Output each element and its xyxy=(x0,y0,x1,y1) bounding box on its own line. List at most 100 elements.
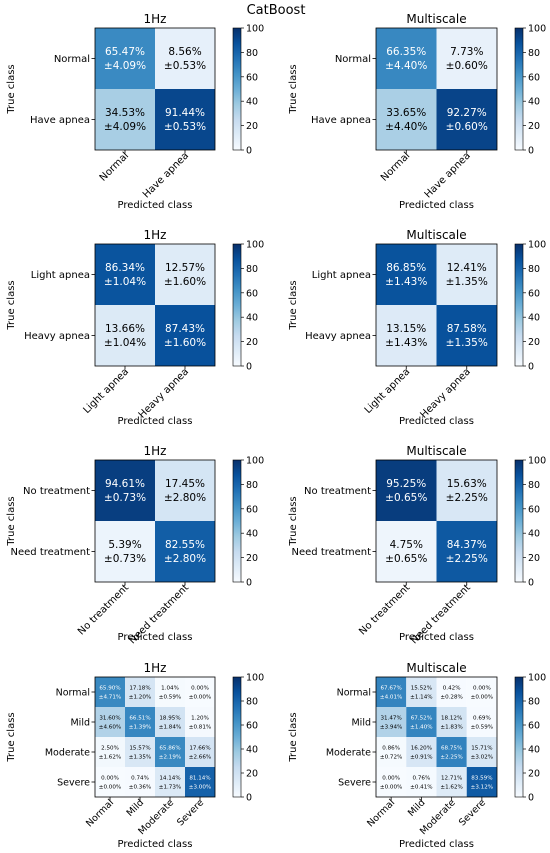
cell-error-label: ±0.73% xyxy=(104,553,146,565)
colorbar-tick-label: 100 xyxy=(528,240,546,251)
matrix-cell xyxy=(466,677,497,707)
matrix-cell xyxy=(406,767,437,797)
cell-value-label: 86.34% xyxy=(105,262,145,274)
cell-error-label: ±1.35% xyxy=(446,276,488,288)
x-tick-label: Severe xyxy=(175,797,206,828)
cell-error-label: ±3.12% xyxy=(471,784,493,790)
cell-value-label: 86.85% xyxy=(386,262,426,274)
y-tick-label: Normal xyxy=(56,688,90,699)
cell-error-label: ±0.60% xyxy=(446,60,488,72)
colorbar-tick-label: 80 xyxy=(246,264,258,275)
y-tick-label: Moderate xyxy=(326,748,371,759)
colorbar-tick-label: 20 xyxy=(246,337,258,348)
colorbar-tick-label: 40 xyxy=(528,529,540,540)
cell-error-label: ±0.00% xyxy=(471,694,493,700)
cell-value-label: 87.58% xyxy=(447,323,487,335)
matrix-cell xyxy=(466,737,497,767)
matrix-cell xyxy=(125,737,155,767)
cell-error-label: ±4.40% xyxy=(385,60,427,72)
cell-value-label: 15.57% xyxy=(129,745,150,751)
matrix-cell xyxy=(406,707,437,737)
y-tick-label: Heavy apnea xyxy=(24,331,90,342)
colorbar-tick-label: 20 xyxy=(528,337,540,348)
x-tick-label: Heavy apnea xyxy=(418,366,472,420)
matrix-cell xyxy=(155,244,215,305)
y-tick-label: Severe xyxy=(57,778,90,789)
matrix-cell xyxy=(376,305,437,366)
x-tick-label: Light apnea xyxy=(363,366,413,416)
cell-error-label: ±0.53% xyxy=(164,121,206,133)
cell-error-label: ±0.59% xyxy=(159,694,181,700)
cell-value-label: 8.56% xyxy=(168,46,201,58)
matrix-cell xyxy=(155,737,185,767)
y-tick-label: Normal xyxy=(337,688,371,699)
y-tick-label: Light apnea xyxy=(312,270,371,281)
colorbar-tick-label: 100 xyxy=(246,456,264,467)
y-axis-label: True class xyxy=(288,712,299,762)
matrix-cell xyxy=(376,707,407,737)
colorbar-tick-label: 40 xyxy=(246,97,258,108)
panel-title: Multiscale xyxy=(406,12,466,26)
cell-value-label: 92.27% xyxy=(447,107,487,119)
cell-value-label: 18.12% xyxy=(441,715,462,721)
cell-value-label: 67.67% xyxy=(380,685,401,691)
cell-value-label: 17.18% xyxy=(129,685,150,691)
matrix-cell xyxy=(185,737,215,767)
colorbar-tick-label: 20 xyxy=(246,769,258,780)
figure-suptitle: CatBoost xyxy=(247,3,306,18)
matrix-cell xyxy=(436,521,497,582)
cell-error-label: ±2.80% xyxy=(164,492,206,504)
cell-value-label: 87.43% xyxy=(165,323,205,335)
colorbar-tick-label: 60 xyxy=(528,288,540,299)
x-axis-label: Predicted class xyxy=(118,839,193,850)
confusion-matrix-panel: 1Hz 65.90% ±4.71% 17.18% ±1.20% 1.04% ±0.59% 0.… xyxy=(6,661,264,850)
cell-error-label: ±1.04% xyxy=(104,276,146,288)
colorbar-tick-label: 0 xyxy=(528,146,534,157)
x-tick-label: No treatment xyxy=(357,582,412,637)
cell-error-label: ±1.62% xyxy=(99,754,121,760)
colorbar-tick-label: 0 xyxy=(246,578,252,589)
matrix-frame xyxy=(375,27,498,151)
colorbar-tick-label: 60 xyxy=(246,288,258,299)
colorbar-tick-label: 20 xyxy=(528,769,540,780)
cell-error-label: ±2.66% xyxy=(189,754,211,760)
cell-error-label: ±1.43% xyxy=(385,276,427,288)
colorbar xyxy=(514,27,524,151)
cell-value-label: 0.00% xyxy=(473,685,491,691)
colorbar-tick-label: 100 xyxy=(528,673,546,684)
matrix-cell xyxy=(436,89,497,150)
cell-error-label: ±3.94% xyxy=(380,724,402,730)
panel-title: 1Hz xyxy=(144,661,167,675)
cell-value-label: 12.71% xyxy=(441,775,462,781)
matrix-cell xyxy=(155,677,185,707)
cell-value-label: 33.65% xyxy=(386,107,426,119)
cell-error-label: ±3.02% xyxy=(471,754,493,760)
cell-error-label: ±2.25% xyxy=(446,492,488,504)
cell-error-label: ±2.80% xyxy=(164,553,206,565)
cell-value-label: 65.47% xyxy=(105,46,145,58)
colorbar xyxy=(232,676,242,798)
y-tick-label: Have apnea xyxy=(30,115,90,126)
cell-error-label: ±1.20% xyxy=(129,694,151,700)
cell-error-label: ±0.73% xyxy=(104,492,146,504)
matrix-cell xyxy=(376,244,437,305)
colorbar-tick-label: 80 xyxy=(246,480,258,491)
matrix-cell xyxy=(436,707,467,737)
colorbar-tick-label: 20 xyxy=(246,121,258,132)
y-axis-label: True class xyxy=(288,64,299,114)
matrix-cell xyxy=(436,305,497,366)
cell-value-label: 16.20% xyxy=(411,745,432,751)
matrix-cell xyxy=(376,89,437,150)
matrix-cell xyxy=(95,305,155,366)
matrix-cell xyxy=(436,244,497,305)
y-tick-label: No treatment xyxy=(304,486,371,497)
x-tick-label: Heavy apnea xyxy=(137,366,191,420)
cell-error-label: ±1.39% xyxy=(129,724,151,730)
cell-error-label: ±1.43% xyxy=(385,337,427,349)
cell-error-label: ±0.91% xyxy=(410,754,432,760)
matrix-cell xyxy=(155,460,215,521)
matrix-cell xyxy=(376,677,407,707)
y-axis-label: True class xyxy=(6,64,17,114)
matrix-frame xyxy=(94,27,216,151)
